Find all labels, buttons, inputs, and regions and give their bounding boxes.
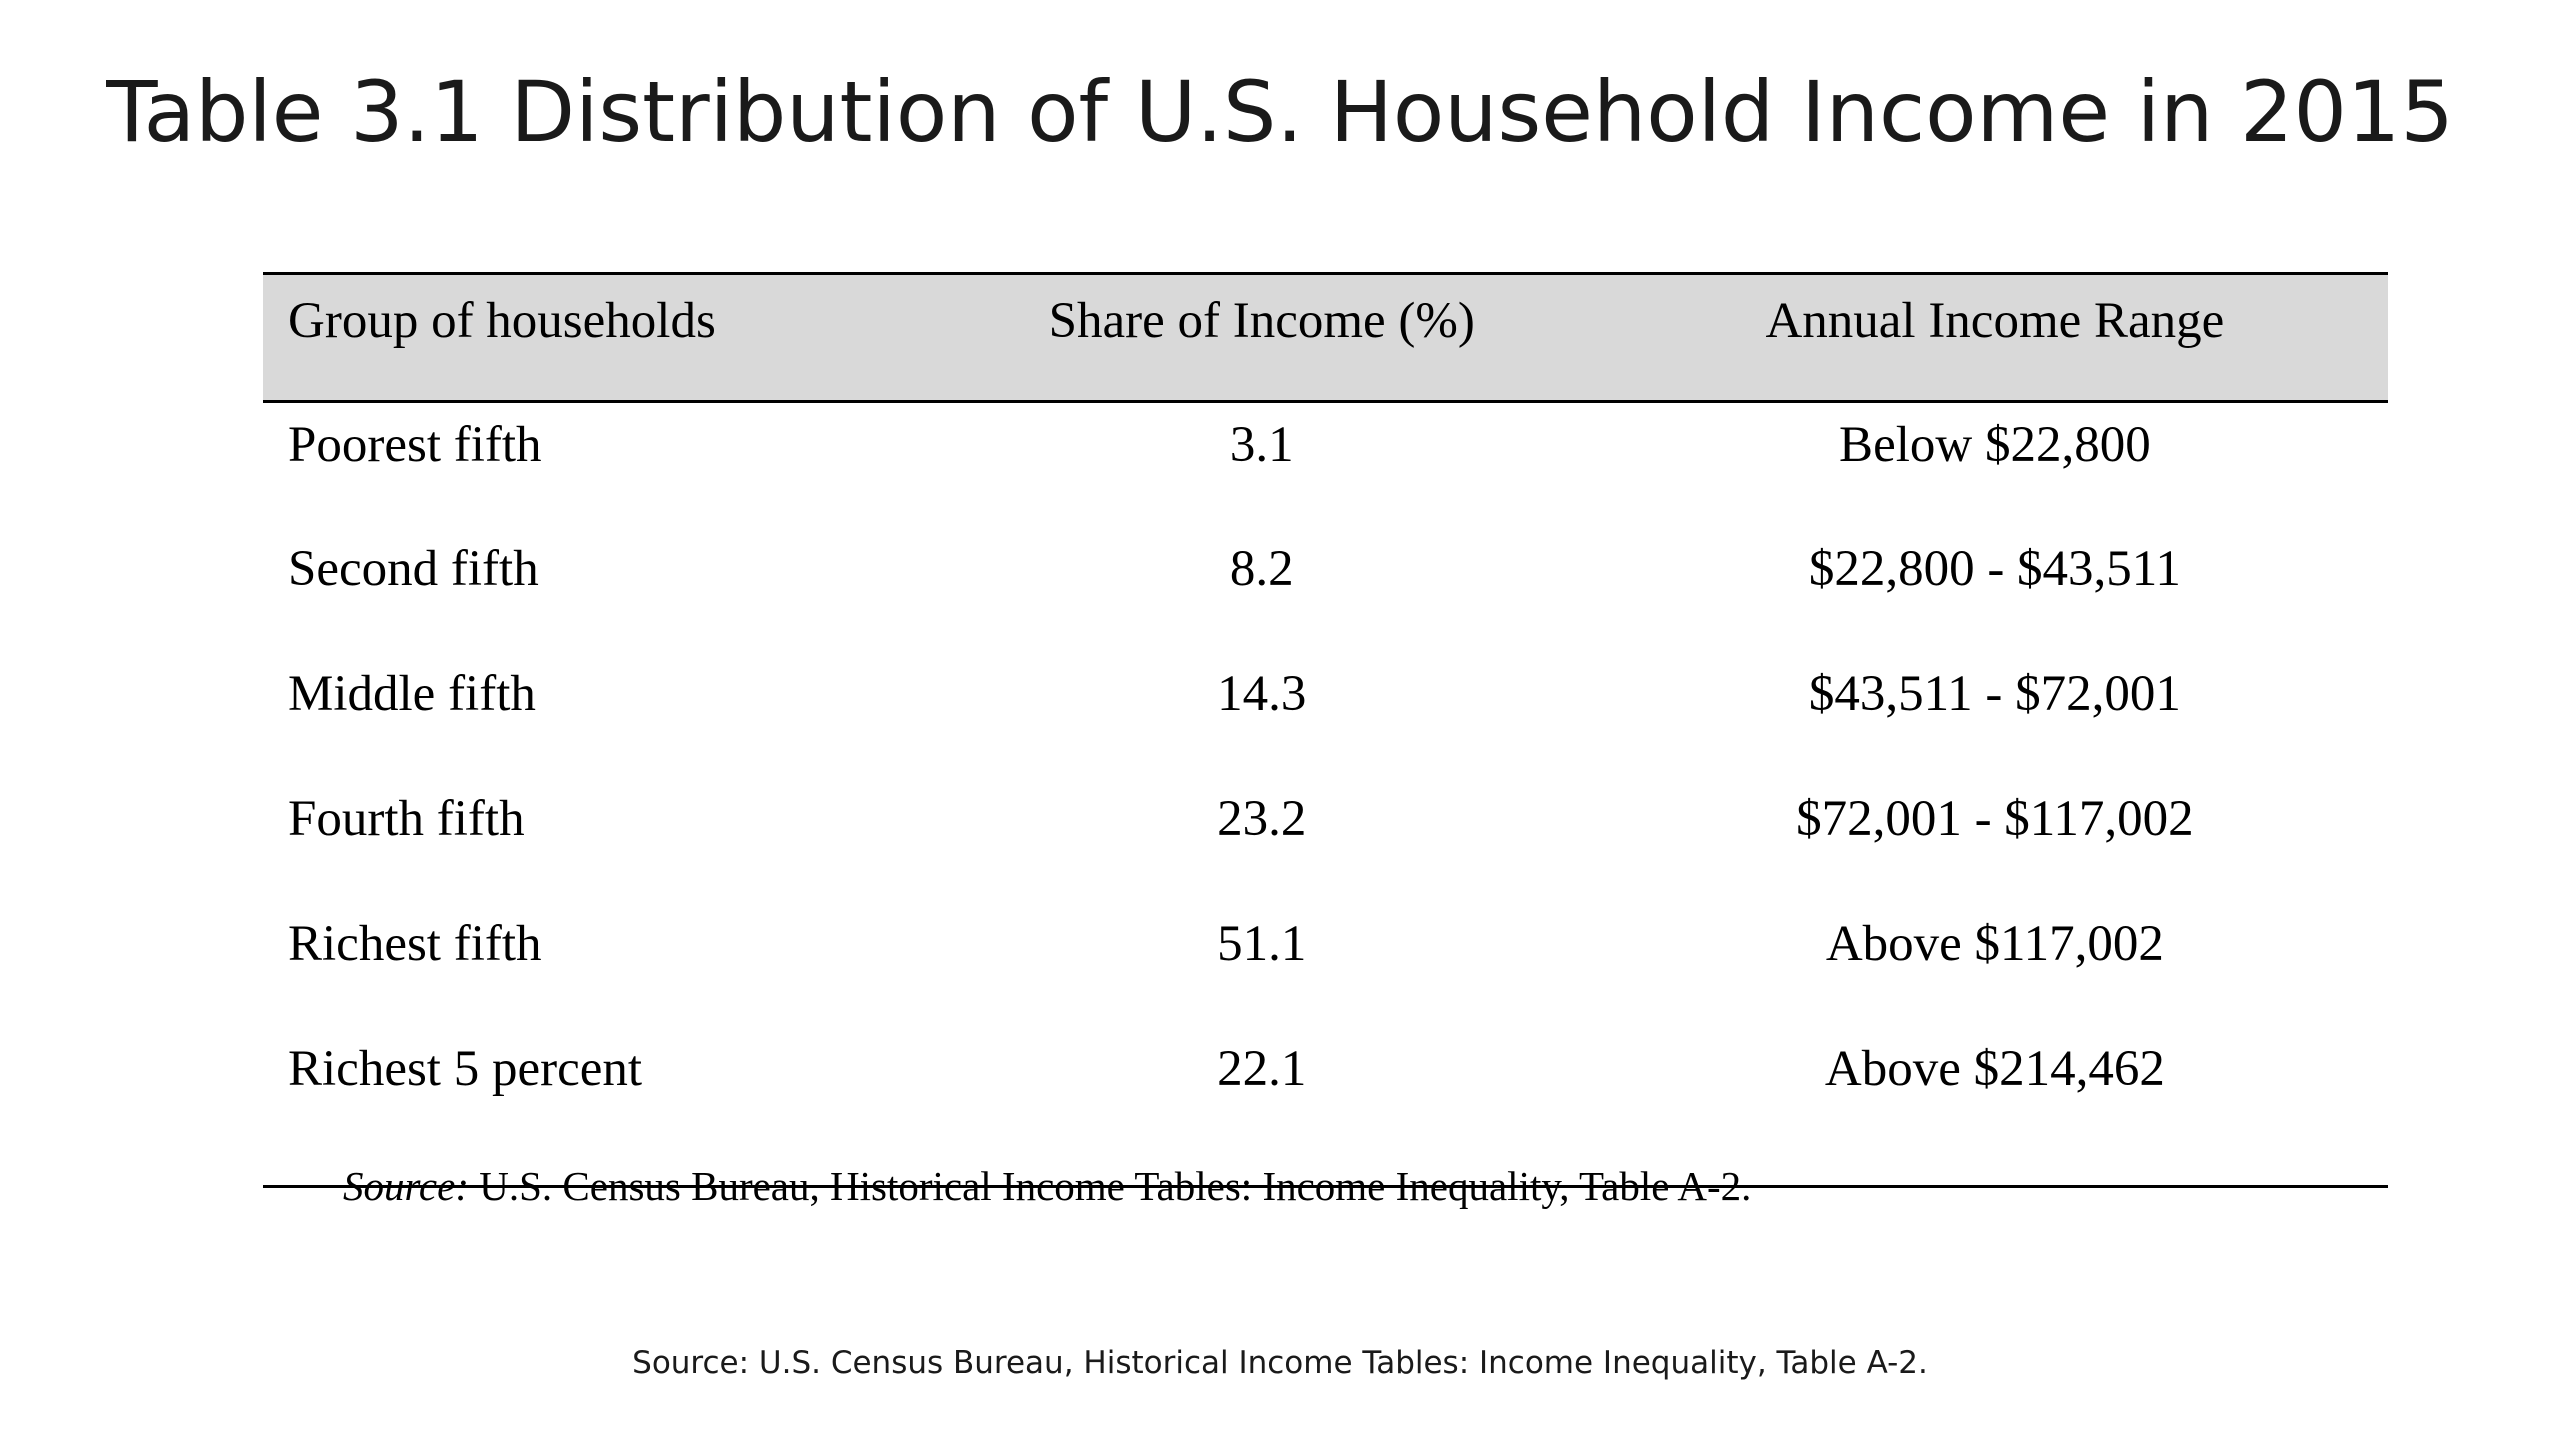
row-group-cell: Second fifth bbox=[288, 540, 539, 597]
row-share-cell: 8.2 bbox=[1229, 540, 1294, 597]
slide-title: Table 3.1 Distribution of U.S. Household… bbox=[106, 63, 2454, 161]
row-range-cell: Below $22,800 bbox=[1839, 417, 2151, 473]
row-range-cell: $22,800 - $43,511 bbox=[1808, 540, 2181, 597]
row-group-cell: Middle fifth bbox=[288, 665, 536, 722]
row-range-cell: Above $214,462 bbox=[1824, 1040, 2165, 1097]
row-share-cell: 3.1 bbox=[1229, 417, 1294, 473]
row-share-cell: 51.1 bbox=[1217, 915, 1307, 972]
header-annual-income-range: Annual Income Range bbox=[1765, 293, 2225, 349]
income-distribution-table: Group of households Share of Income (%) … bbox=[263, 272, 2388, 1188]
table-body: Poorest fifth 3.1 Below $22,800 Second f… bbox=[263, 402, 2388, 1187]
row-range-cell: $72,001 - $117,002 bbox=[1796, 790, 2194, 847]
table-row: Poorest fifth 3.1 Below $22,800 bbox=[263, 402, 2388, 527]
row-share-cell: 22.1 bbox=[1217, 1040, 1307, 1097]
header-row: Group of households Share of Income (%) … bbox=[263, 273, 2388, 402]
table-row: Second fifth 8.2 $22,800 - $43,511 bbox=[263, 527, 2388, 652]
row-group-cell: Fourth fifth bbox=[288, 790, 525, 847]
row-range-cell: $43,511 - $72,001 bbox=[1808, 665, 2181, 722]
row-group-cell: Richest fifth bbox=[288, 915, 542, 972]
table-row: Richest fifth 51.1 Above $117,002 bbox=[263, 902, 2388, 1027]
row-group-cell: Richest 5 percent bbox=[288, 1040, 643, 1097]
source-label: Source: bbox=[343, 1163, 469, 1209]
footer-source-note: Source: U.S. Census Bureau, Historical I… bbox=[632, 1345, 1928, 1381]
source-text: U.S. Census Bureau, Historical Income Ta… bbox=[468, 1163, 1752, 1209]
header-group-of-households: Group of households bbox=[288, 293, 716, 349]
table-row: Middle fifth 14.3 $43,511 - $72,001 bbox=[263, 652, 2388, 777]
table-row: Richest 5 percent 22.1 Above $214,462 bbox=[263, 1027, 2388, 1187]
row-share-cell: 23.2 bbox=[1217, 790, 1307, 847]
income-table-container: Group of households Share of Income (%) … bbox=[263, 272, 2388, 1188]
row-range-cell: Above $117,002 bbox=[1825, 915, 2164, 972]
table-source-note: Source: U.S. Census Bureau, Historical I… bbox=[343, 1158, 1751, 1214]
table-row: Fourth fifth 23.2 $72,001 - $117,002 bbox=[263, 777, 2388, 902]
header-share-of-income: Share of Income (%) bbox=[1048, 293, 1475, 349]
row-group-cell: Poorest fifth bbox=[288, 417, 542, 473]
table-header: Group of households Share of Income (%) … bbox=[263, 273, 2388, 402]
row-share-cell: 14.3 bbox=[1217, 665, 1307, 722]
